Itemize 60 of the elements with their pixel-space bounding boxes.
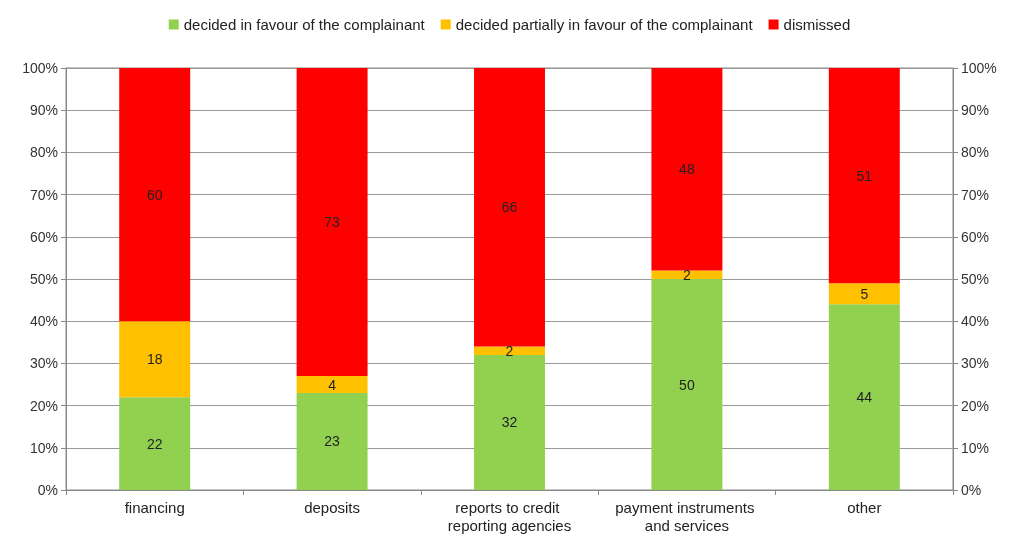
bar xyxy=(828,283,900,305)
y-tick-label: 80% xyxy=(29,144,58,161)
data-label: 2 xyxy=(505,342,514,359)
data-label: 73 xyxy=(324,214,341,231)
data-label: 60 xyxy=(146,186,163,203)
data-label: 66 xyxy=(501,199,518,216)
x-tick-label: deposits xyxy=(304,498,361,516)
y2-tick-label: 20% xyxy=(961,397,990,414)
bar xyxy=(651,270,723,279)
y2-tick-label: 70% xyxy=(961,186,990,203)
bar xyxy=(296,376,368,393)
bar xyxy=(474,346,545,355)
y2-tick-label: 80% xyxy=(961,144,990,161)
data-label: 22 xyxy=(146,435,163,452)
data-label: 44 xyxy=(856,389,873,406)
x-tick-label: reports to credit reporting agencies xyxy=(447,498,572,534)
y2-tick-label: 50% xyxy=(961,271,990,287)
data-label: 5 xyxy=(860,285,869,302)
legend-label: dismissed xyxy=(783,16,851,33)
y-tick-label: 70% xyxy=(29,186,58,203)
y-tick-label: 90% xyxy=(29,102,58,119)
y-tick-label: 40% xyxy=(29,313,58,330)
y-tick-label: 30% xyxy=(29,355,58,372)
bar xyxy=(296,68,368,377)
data-label: 2 xyxy=(683,266,691,283)
data-label: 18 xyxy=(146,351,163,368)
y-tick-label: 50% xyxy=(29,271,58,287)
legend-label: decided partially in favour of the complainant xyxy=(455,16,754,33)
y2-tick-label: 30% xyxy=(961,355,990,372)
bar xyxy=(651,279,723,490)
y-tick-label: 10% xyxy=(29,439,58,456)
y2-tick-label: 0% xyxy=(961,482,982,498)
bar xyxy=(119,68,191,322)
y2-tick-label: 90% xyxy=(961,102,990,119)
y-tick-label: 100% xyxy=(22,60,58,76)
data-label: 32 xyxy=(501,414,518,431)
bar xyxy=(828,304,900,490)
data-label: 50 xyxy=(679,376,695,393)
data-label: 51 xyxy=(856,167,873,184)
y2-tick-label: 10% xyxy=(961,439,990,456)
bar xyxy=(651,68,723,271)
x-tick-label: other xyxy=(847,498,882,516)
y-tick-label: 0% xyxy=(37,482,58,498)
bar xyxy=(828,68,900,284)
y2-tick-label: 40% xyxy=(961,313,990,330)
y-tick-label: 20% xyxy=(29,397,58,414)
y2-tick-label: 100% xyxy=(961,60,997,76)
x-tick-label: financing xyxy=(124,498,185,516)
bar xyxy=(296,392,368,490)
bar xyxy=(119,397,191,490)
bar xyxy=(474,68,545,347)
bar xyxy=(474,354,545,490)
y2-tick-label: 60% xyxy=(961,228,990,245)
legend-label: decided in favour of the complainant xyxy=(183,16,426,33)
data-label: 48 xyxy=(679,161,695,178)
data-label: 23 xyxy=(324,433,341,450)
bar xyxy=(119,321,191,398)
data-label: 4 xyxy=(328,376,337,393)
y-tick-label: 60% xyxy=(29,228,58,245)
x-tick-label: payment instruments and services xyxy=(615,498,759,534)
